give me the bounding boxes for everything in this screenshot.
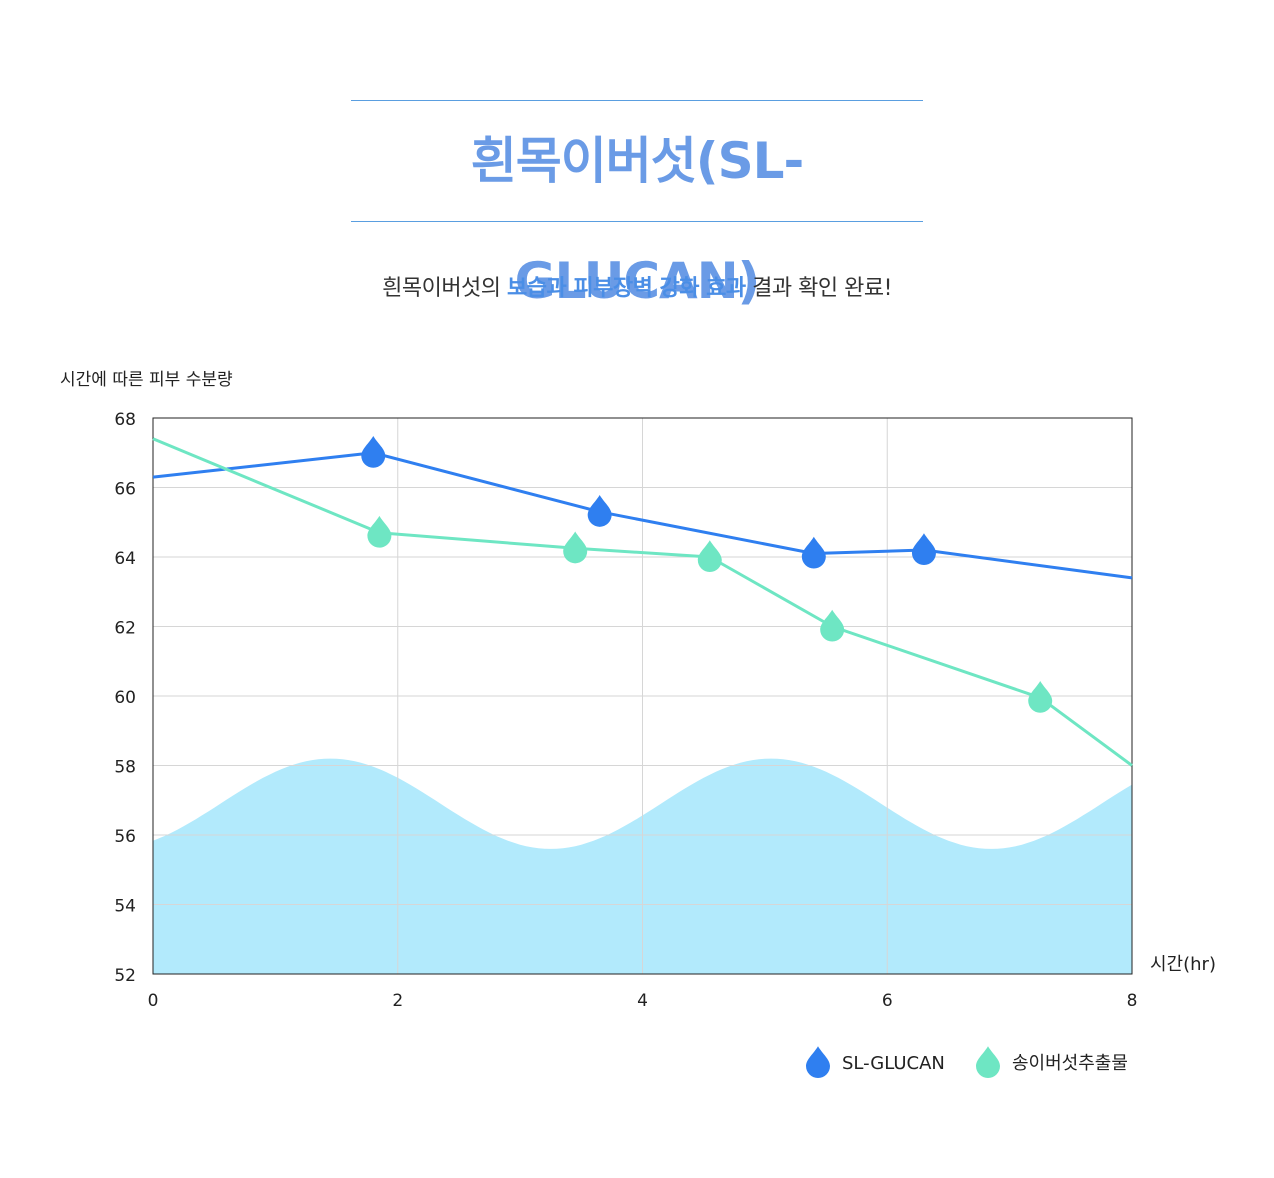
series-markers (361, 435, 1053, 713)
title-block: 흰목이버섯(SL-GLUCAN) (351, 100, 923, 310)
title-bottom-rule (351, 221, 923, 222)
series-2-droplet-marker-5 (1028, 680, 1053, 713)
series-2-droplet-marker-1 (367, 515, 392, 548)
series-1-droplet-marker-4 (911, 533, 936, 566)
y-axis-label: 시간에 따른 피부 수분량 (60, 370, 233, 390)
legend-droplet-icon-1 (806, 1046, 830, 1078)
series-line-1 (152, 451, 1133, 580)
y-tick-label: 58 (114, 758, 136, 778)
series-2-droplet-marker-3 (697, 540, 722, 572)
page-title: 흰목이버섯(SL-GLUCAN) (470, 132, 804, 310)
y-tick-label: 56 (114, 827, 136, 847)
plot-frame (152, 417, 1133, 975)
legend-label-2: 송이버섯추출물 (1012, 1053, 1128, 1074)
legend-droplet-icon-2 (976, 1046, 1000, 1078)
series-1-droplet-marker-3 (801, 536, 826, 569)
legend-label-1: SL-GLUCAN (842, 1053, 945, 1074)
subtitle-highlight: 보습과 피부장벽 강화 효과 (507, 276, 746, 301)
x-tick-label: 2 (392, 991, 403, 1011)
subtitle: 흰목이버섯의 보습과 피부장벽 강화 효과 결과 확인 완료! (0, 270, 1274, 302)
y-tick-label: 60 (114, 688, 136, 708)
y-tick-label: 52 (114, 966, 136, 986)
y-tick-label: 62 (114, 619, 136, 639)
x-tick-label: 6 (882, 991, 893, 1011)
x-tick-label: 8 (1127, 991, 1138, 1011)
title-top-rule (351, 100, 923, 101)
legend: SL-GLUCAN 송이버섯추출물 (806, 1046, 1128, 1078)
x-tick-label: 0 (148, 991, 159, 1011)
series-1-droplet-marker-1 (361, 435, 386, 468)
y-tick-label: 68 (114, 410, 136, 430)
x-axis-label: 시간(hr) (1150, 954, 1216, 975)
subtitle-pre: 흰목이버섯의 (382, 276, 508, 301)
y-tick-label: 54 (114, 897, 136, 917)
x-tick-label: 4 (637, 991, 648, 1011)
series-1-droplet-marker-2 (587, 495, 612, 527)
subtitle-post: 결과 확인 완료! (745, 276, 892, 301)
y-tick-label: 64 (114, 549, 136, 569)
series-2-droplet-marker-4 (820, 609, 845, 642)
series-2-droplet-marker-2 (563, 531, 588, 564)
y-tick-label: 66 (114, 480, 136, 500)
